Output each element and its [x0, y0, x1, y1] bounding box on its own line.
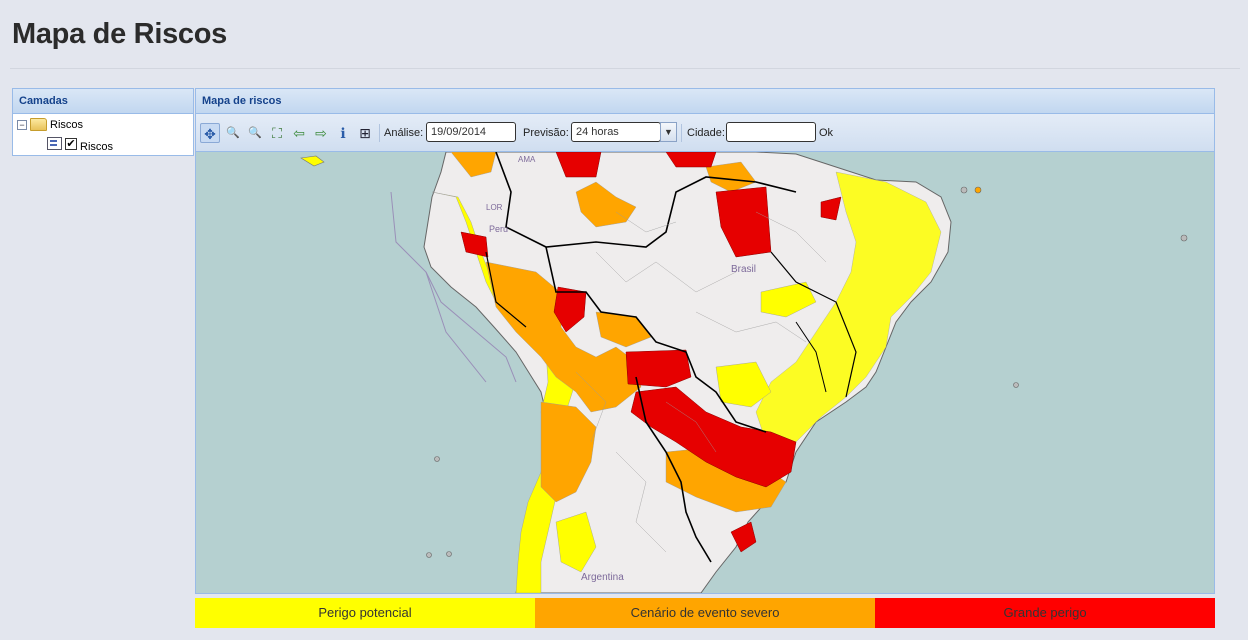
pan-tool-button[interactable]: ✥ [200, 123, 220, 143]
collapse-icon[interactable]: − [17, 119, 27, 130]
country-border [545, 246, 767, 433]
risk-zone-red [665, 152, 717, 168]
grid-button[interactable]: ⊞ [359, 125, 371, 141]
legend-item-cenario-severo: Cenário de evento severo [535, 598, 875, 628]
toolbar-separator [379, 124, 380, 142]
maritime-boundary [425, 271, 517, 383]
risk-zone-red [630, 386, 797, 488]
map-panel: Mapa de riscos ✥ 🔍 🔍 ⛶ ⇦ ⇨ ℹ ⊞ Análise: … [195, 88, 1215, 594]
map-label-brasil: Brasil [731, 264, 756, 275]
title-divider [10, 68, 1240, 69]
island-dot [434, 456, 440, 462]
tree-folder-row[interactable]: − Riscos [17, 118, 83, 131]
map-label-lor: LOR [486, 203, 503, 212]
map-label-argentina: Argentina [581, 572, 624, 583]
country-border [485, 251, 527, 328]
island-dot [446, 551, 452, 557]
country-border [795, 321, 827, 393]
layers-panel: Camadas − Riscos ✔ Riscos [12, 88, 194, 156]
municipal-boundaries [575, 211, 827, 553]
risk-zone-orange [575, 181, 637, 228]
risk-zone-red [555, 152, 602, 178]
legend-item-grande-perigo: Grande perigo [875, 598, 1215, 628]
layer-checkbox[interactable]: ✔ [65, 137, 77, 150]
risk-zone-red [625, 349, 692, 388]
risk-zone-yellow [555, 511, 597, 573]
layers-panel-header: Camadas [13, 89, 193, 114]
island-dot [974, 186, 982, 194]
analysis-date-input[interactable] [426, 122, 516, 142]
country-border [495, 152, 797, 248]
risk-zone-orange [705, 161, 757, 193]
risk-zone-red [820, 196, 842, 221]
legend-item-perigo-potencial: Perigo potencial [195, 598, 535, 628]
map-label-ama: AMA [518, 155, 536, 164]
island-dot [960, 186, 968, 194]
island-dot [1013, 382, 1019, 388]
zoom-out-button[interactable]: 🔍 [248, 127, 262, 139]
info-button[interactable]: ℹ [340, 125, 346, 141]
zoom-extent-button[interactable]: ⛶ [272, 125, 282, 141]
risk-zone-red [715, 186, 772, 258]
risk-map-canvas[interactable]: Brasil Peru Argentina LOR AMA [196, 152, 1214, 593]
folder-label[interactable]: Riscos [50, 118, 84, 131]
city-ok-button[interactable]: Ok [819, 127, 834, 139]
folder-icon [30, 118, 47, 131]
toolbar-separator [681, 124, 682, 142]
city-input[interactable] [726, 122, 816, 142]
map-panel-header: Mapa de riscos [196, 89, 1214, 114]
risk-zone-yellow [715, 361, 772, 408]
map-toolbar: ✥ 🔍 🔍 ⛶ ⇦ ⇨ ℹ ⊞ Análise: Previsão: ▼ Cid… [196, 114, 1214, 152]
island-dot [426, 552, 432, 558]
layer-label[interactable]: Riscos [80, 140, 114, 153]
forward-button[interactable]: ⇨ [315, 125, 327, 141]
island-dot [1180, 234, 1188, 242]
risk-legend: Perigo potencial Cenário de evento sever… [195, 598, 1215, 628]
analysis-label: Análise: [384, 127, 424, 139]
risk-zone-orange [540, 401, 597, 503]
tree-layer-row[interactable]: ✔ Riscos [47, 137, 114, 153]
risk-zone-orange [450, 152, 497, 178]
risk-zone-red [553, 286, 587, 333]
city-label: Cidade: [687, 127, 725, 139]
chevron-down-icon[interactable]: ▼ [660, 122, 677, 142]
risk-zone-red [730, 521, 757, 553]
country-border [635, 376, 712, 563]
back-button[interactable]: ⇦ [293, 125, 305, 141]
risk-zone-red [460, 231, 489, 258]
forecast-select[interactable] [571, 122, 661, 142]
page-title: Mapa de Riscos [12, 18, 227, 50]
risk-zone-yellow [755, 171, 942, 453]
map-label-peru: Peru [489, 224, 508, 234]
layer-legend-icon [47, 137, 62, 150]
galapagos-islands [300, 155, 325, 167]
zoom-in-button[interactable]: 🔍 [226, 127, 240, 139]
forecast-label: Previsão: [523, 127, 569, 139]
country-border [770, 251, 857, 398]
risk-map[interactable]: Brasil Peru Argentina LOR AMA [196, 152, 1214, 593]
